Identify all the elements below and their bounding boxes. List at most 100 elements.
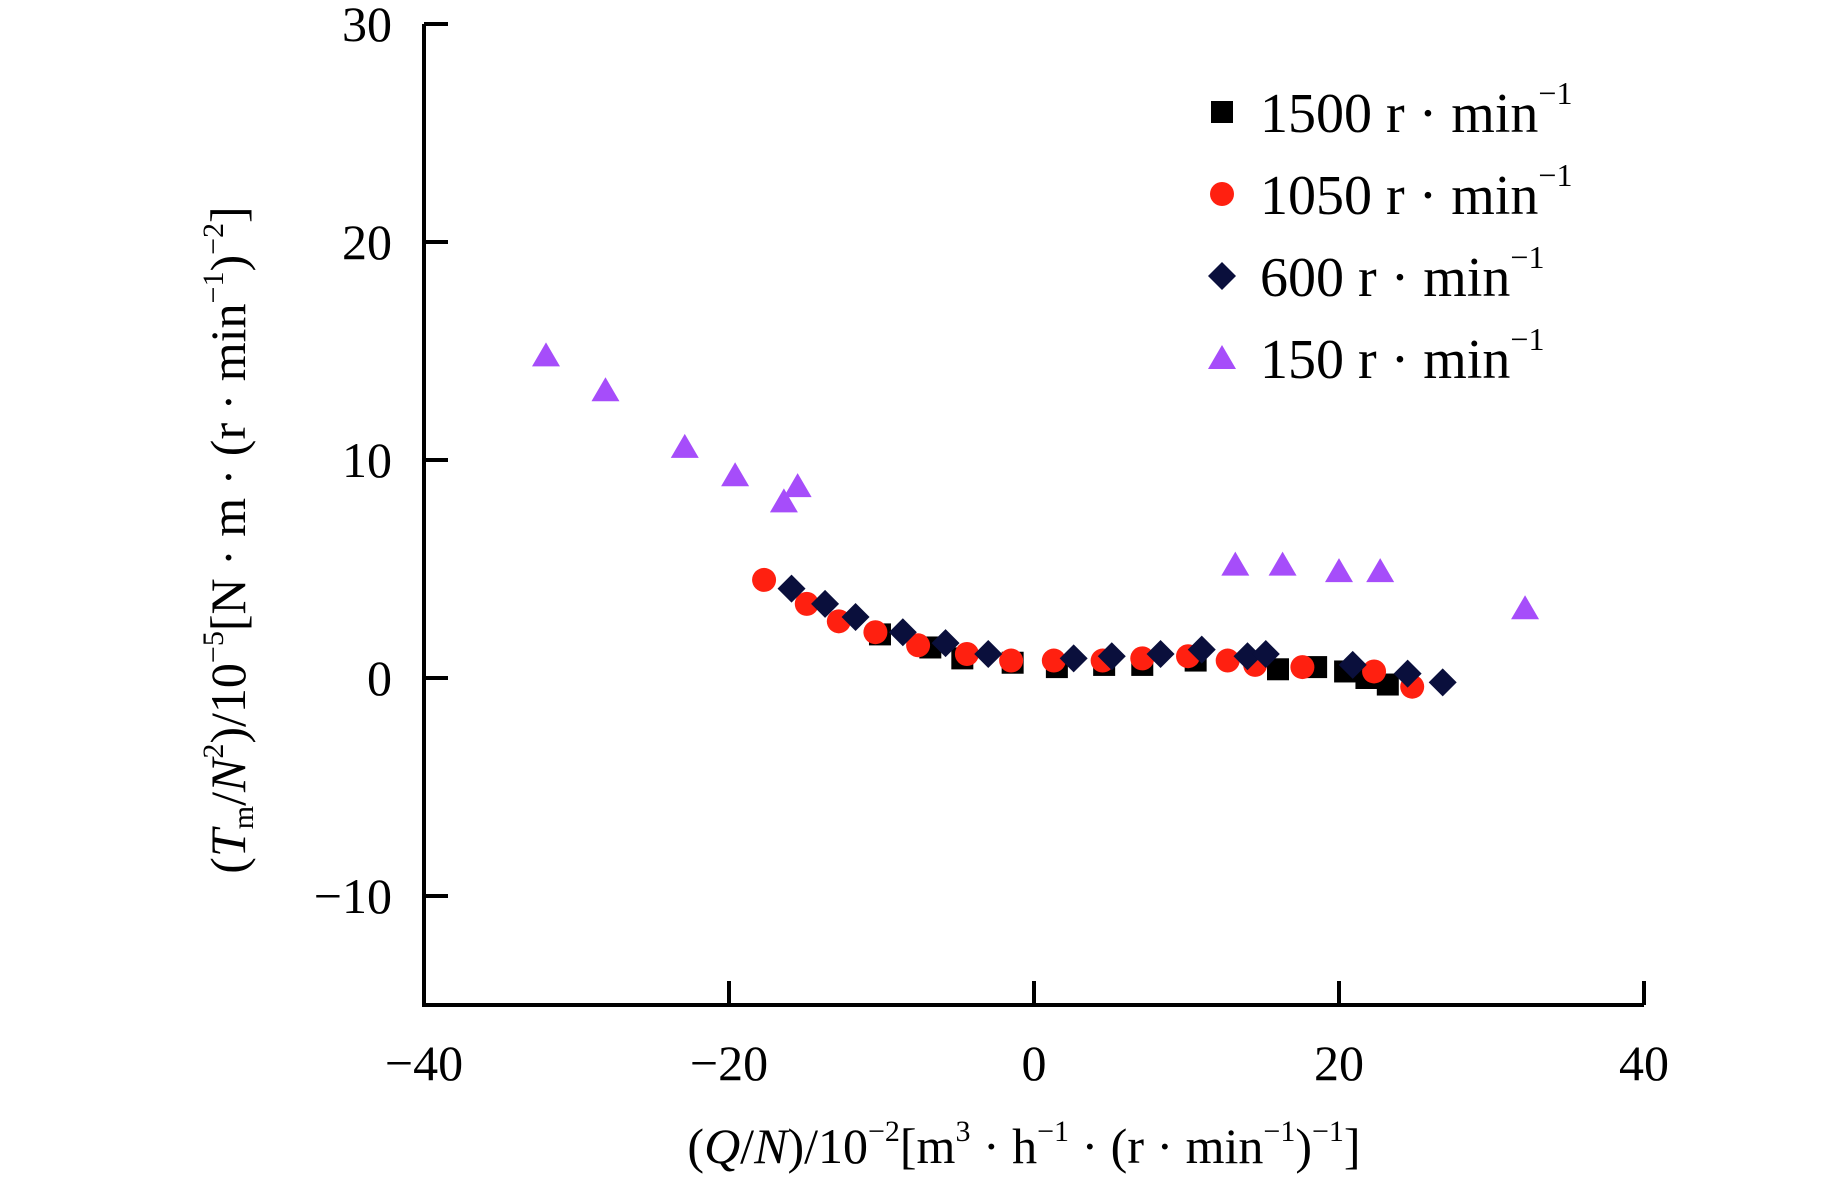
legend-label-text: 1500 r · min <box>1260 83 1538 145</box>
data-point-diamond <box>1097 642 1126 671</box>
data-point-circle <box>1362 659 1387 684</box>
y-label-unit-a-exp: −1 <box>197 272 230 304</box>
x-label-n: N <box>753 1118 790 1174</box>
x-label-unit-e: ] <box>1344 1118 1361 1174</box>
x-tick-label: 20 <box>1314 1035 1364 1091</box>
data-point-circle <box>752 567 777 592</box>
y-ticks: −10 0 10 20 30 <box>314 0 448 924</box>
y-label-unit-b-exp: −2 <box>197 223 230 255</box>
data-point-triangle <box>1221 551 1250 576</box>
series-triangle <box>532 342 1540 620</box>
data-point-square <box>1267 658 1289 681</box>
x-label-unit-a: [m <box>900 1118 956 1174</box>
x-label-scale-exp: −2 <box>868 1115 900 1148</box>
legend-circle-icon <box>1210 182 1234 206</box>
legend-label-text: 600 r · min <box>1260 247 1510 309</box>
legend-label-exp: −1 <box>1510 321 1544 357</box>
x-tick-label: −40 <box>385 1035 463 1091</box>
y-tick-label: 10 <box>342 432 392 488</box>
legend-diamond-icon <box>1208 262 1236 290</box>
data-point-diamond <box>1251 640 1280 669</box>
data-point-circle <box>954 642 979 667</box>
data-point-diamond <box>1187 635 1216 664</box>
x-ticks: −40 −20 0 20 40 <box>385 981 1669 1091</box>
legend-item: 600 r · min−1 <box>1208 239 1544 309</box>
data-point-triangle <box>783 473 812 498</box>
x-tick-label: 0 <box>1022 1035 1047 1091</box>
y-label-open: ( <box>200 857 256 874</box>
legend-label: 1500 r · min−1 <box>1260 75 1572 145</box>
data-point-diamond <box>1393 659 1422 688</box>
x-label-unit-c-exp: −1 <box>1263 1115 1295 1148</box>
data-point-triangle <box>1268 551 1297 576</box>
data-points <box>532 342 1540 699</box>
y-label-n-exp: 2 <box>197 744 230 759</box>
data-point-diamond <box>1146 640 1175 669</box>
y-tick-label: 30 <box>342 0 392 52</box>
y-label-n: N <box>200 756 256 793</box>
x-label-unit-d-exp: −1 <box>1312 1115 1344 1148</box>
y-label-scale: )/10 <box>200 663 256 744</box>
data-point-triangle <box>769 488 798 513</box>
legend-square-icon <box>1211 101 1233 123</box>
data-point-diamond <box>1428 668 1457 697</box>
data-point-circle <box>906 633 931 658</box>
data-point-circle <box>1290 655 1315 680</box>
x-label-unit-b-exp: −1 <box>1037 1115 1069 1148</box>
data-point-diamond <box>1233 642 1262 671</box>
x-label-unit-a-exp: 3 <box>955 1115 970 1148</box>
x-label-scale: )/10 <box>787 1118 868 1174</box>
legend-item: 1500 r · min−1 <box>1211 75 1572 145</box>
x-label-unit-d: ) <box>1295 1118 1312 1174</box>
y-label-t-sub: m <box>227 806 260 829</box>
axes: −40 −20 0 20 40 −10 0 10 20 30 <box>314 0 1669 1091</box>
legend-item: 150 r · min−1 <box>1208 321 1544 391</box>
x-axis-label: (Q/N)/10−2[m3 · h−1 · (r · min−1)−1] <box>687 1115 1360 1174</box>
legend-label-exp: −1 <box>1510 239 1544 275</box>
data-point-circle <box>1041 648 1066 673</box>
series-circle <box>752 567 1425 699</box>
x-label-slash: / <box>740 1118 754 1174</box>
data-point-diamond <box>1338 650 1367 679</box>
x-label-q: Q <box>704 1118 740 1174</box>
legend-label-exp: −1 <box>1538 75 1572 111</box>
x-label-unit-c: · (r · min <box>1069 1118 1263 1174</box>
legend-label: 1050 r · min−1 <box>1260 157 1572 227</box>
legend-label-exp: −1 <box>1538 157 1572 193</box>
data-point-diamond <box>841 602 870 631</box>
data-point-circle <box>794 591 819 616</box>
series-diamond <box>777 574 1457 697</box>
y-label-unit-a: [N · m · (r · min <box>200 303 256 631</box>
y-tick-label: −10 <box>314 868 392 924</box>
y-label-scale-exp: −5 <box>197 631 230 663</box>
data-point-triangle <box>532 342 560 367</box>
data-point-diamond <box>931 629 960 658</box>
y-label-unit-c: ] <box>200 206 256 223</box>
legend-label: 150 r · min−1 <box>1260 321 1544 391</box>
y-label-slash: / <box>200 792 256 806</box>
data-point-circle <box>863 620 888 645</box>
x-label-open: ( <box>687 1118 704 1174</box>
data-point-circle <box>999 648 1024 673</box>
x-tick-label: 40 <box>1619 1035 1669 1091</box>
x-label-unit-b: · h <box>970 1118 1037 1174</box>
data-point-diamond <box>811 589 840 618</box>
y-label-unit-b: ) <box>200 255 256 272</box>
data-point-diamond <box>1059 644 1088 673</box>
legend-triangle-icon <box>1208 345 1236 369</box>
legend-label-text: 1050 r · min <box>1260 165 1538 227</box>
data-point-diamond <box>777 574 806 603</box>
legend-label: 600 r · min−1 <box>1260 239 1544 309</box>
data-point-triangle <box>591 377 620 402</box>
data-point-diamond <box>974 640 1003 669</box>
legend-label-text: 150 r · min <box>1260 329 1510 391</box>
data-point-diamond <box>888 618 917 647</box>
data-point-triangle <box>1511 595 1540 620</box>
data-point-circle <box>1215 648 1240 673</box>
data-point-triangle <box>721 462 750 487</box>
x-tick-label: −20 <box>690 1035 768 1091</box>
y-tick-label: 0 <box>367 650 392 706</box>
data-point-triangle <box>1366 558 1395 583</box>
